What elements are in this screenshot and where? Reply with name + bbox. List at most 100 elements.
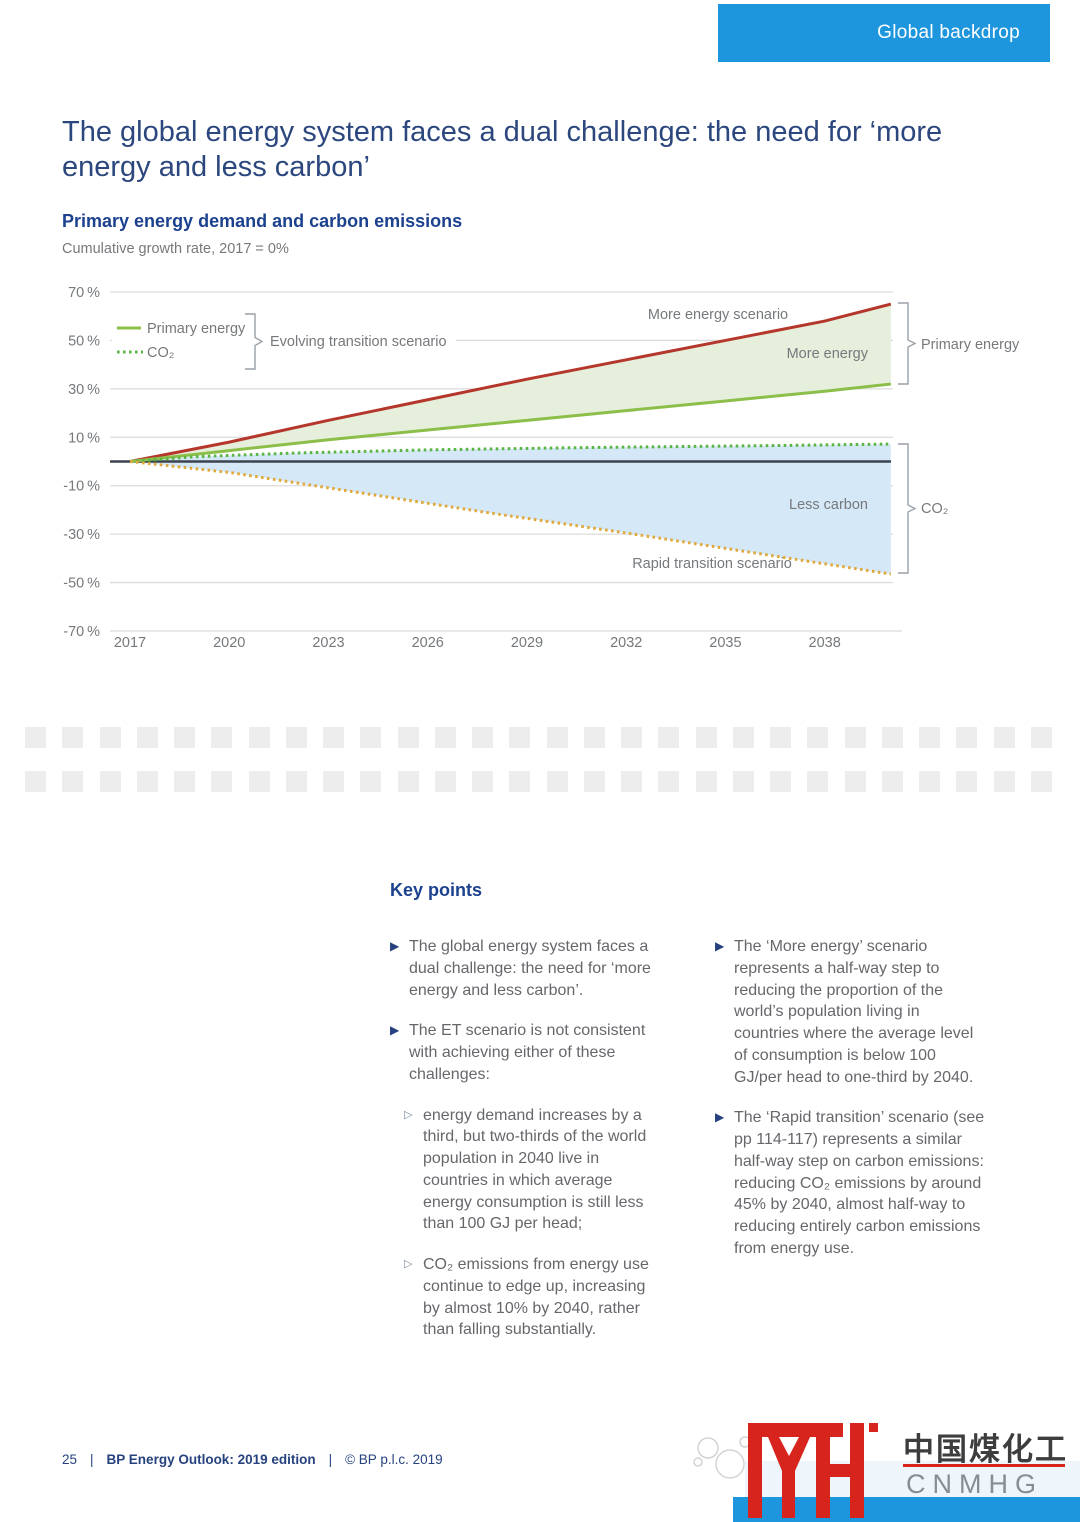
footer-report-title: BP Energy Outlook: 2019 edition bbox=[106, 1452, 316, 1467]
x-axis-tick: 2035 bbox=[709, 635, 741, 651]
decor-square bbox=[770, 727, 791, 748]
decor-square bbox=[472, 727, 493, 748]
decor-square bbox=[844, 771, 866, 792]
decor-square bbox=[211, 771, 233, 792]
watermark-bubbles-icon bbox=[693, 1436, 751, 1479]
key-point-item: ▶ The ‘Rapid transition’ scenario (see pp… bbox=[715, 1107, 987, 1259]
bracket-label-primary-energy: Primary energy bbox=[921, 337, 1020, 353]
decor-square bbox=[583, 727, 605, 748]
key-points-heading: Key points bbox=[390, 880, 483, 900]
decor-square bbox=[472, 771, 493, 792]
decor-square bbox=[807, 727, 829, 748]
logo-chinese-name: 中国煤化工 bbox=[903, 1432, 1068, 1467]
y-axis-tick: 70 % bbox=[68, 285, 100, 301]
annotation-rapid-transition: Rapid transition scenario bbox=[632, 556, 792, 572]
decor-square bbox=[211, 727, 233, 748]
decor-square bbox=[658, 771, 680, 792]
x-axis-tick: 2026 bbox=[412, 635, 444, 651]
logo-panel bbox=[745, 1461, 1080, 1503]
x-axis-tick: 2020 bbox=[213, 635, 245, 651]
decor-square bbox=[546, 727, 568, 748]
annotation-less-carbon: Less carbon bbox=[789, 497, 868, 513]
decor-square bbox=[919, 727, 940, 748]
decor-square bbox=[99, 727, 121, 748]
decor-square bbox=[136, 727, 158, 748]
chart-heading: Primary energy demand and carbon emissio… bbox=[62, 211, 463, 231]
page-title: The global energy system faces a dual ch… bbox=[62, 116, 943, 183]
key-point-item: ▶ The global energy system faces a dual c… bbox=[390, 936, 655, 1001]
decor-square bbox=[993, 727, 1015, 748]
cnmhg-logo-icon bbox=[748, 1423, 878, 1518]
decor-square bbox=[248, 727, 270, 748]
x-axis-tick: 2023 bbox=[312, 635, 344, 651]
y-axis-tick: -50 % bbox=[63, 576, 100, 592]
bracket-co2 bbox=[898, 443, 917, 574]
section-tab: Global backdrop bbox=[718, 4, 1050, 62]
annotation-more-energy: More energy bbox=[787, 346, 869, 362]
x-axis-tick: 2029 bbox=[511, 635, 543, 651]
decor-square bbox=[583, 771, 605, 792]
decor-square bbox=[695, 771, 717, 792]
decor-square bbox=[1030, 771, 1052, 792]
key-point-text: The global energy system faces a dual ch… bbox=[409, 938, 651, 999]
chart-caption: Cumulative growth rate, 2017 = 0% bbox=[62, 241, 289, 257]
y-axis-tick: 50 % bbox=[68, 333, 100, 349]
legend-bracket bbox=[245, 313, 264, 370]
decor-square bbox=[285, 727, 307, 748]
y-axis-tick: -10 % bbox=[63, 479, 100, 495]
decor-square bbox=[732, 771, 754, 792]
legend-group-label: Evolving transition scenario bbox=[270, 334, 447, 350]
decor-square bbox=[397, 727, 419, 748]
bracket-label-co2: CO₂ bbox=[921, 501, 948, 517]
series-line bbox=[129, 460, 892, 576]
decor-square bbox=[323, 771, 344, 792]
bullet-marker-icon: ▶ bbox=[390, 1023, 400, 1038]
legend-mask bbox=[112, 310, 456, 372]
key-point-text: The ET scenario is not consistent with a… bbox=[409, 1022, 646, 1083]
scenario-band bbox=[130, 444, 891, 575]
bracket-primary-energy bbox=[898, 302, 917, 385]
key-point-text: CO₂ emissions from energy use continue t… bbox=[423, 1256, 649, 1339]
decor-square bbox=[881, 727, 903, 748]
series-line bbox=[129, 442, 891, 463]
annotation-more-energy-scenario: More energy scenario bbox=[648, 307, 788, 323]
decor-square bbox=[136, 771, 158, 792]
key-point-sub-item: ▷ energy demand increases by a third, but… bbox=[404, 1105, 655, 1236]
legend-label-primary-energy: Primary energy bbox=[147, 321, 246, 337]
decor-square bbox=[248, 771, 270, 792]
decor-square bbox=[956, 727, 978, 748]
key-point-sub-item: ▷ CO₂ emissions from energy use continue … bbox=[404, 1254, 655, 1341]
decor-square bbox=[99, 771, 121, 792]
decor-square bbox=[25, 771, 46, 792]
bullet-marker-icon: ▷ bbox=[404, 1258, 413, 1270]
key-points-column-2: ▶ The ‘More energy’ scenario represents a… bbox=[715, 936, 987, 1279]
y-axis-tick: 30 % bbox=[68, 382, 100, 398]
decor-square bbox=[62, 727, 84, 748]
footer-separator: | bbox=[328, 1452, 333, 1467]
decor-square bbox=[621, 727, 642, 748]
key-points-column-1: ▶ The global energy system faces a dual c… bbox=[390, 936, 655, 1360]
decor-square bbox=[844, 727, 866, 748]
decor-square bbox=[732, 727, 754, 748]
key-point-text: energy demand increases by a third, but … bbox=[423, 1106, 647, 1233]
series-line bbox=[129, 302, 892, 463]
decor-square bbox=[658, 727, 680, 748]
bullet-marker-icon: ▶ bbox=[715, 939, 725, 953]
bullet-marker-icon: ▶ bbox=[715, 1110, 725, 1125]
decor-square bbox=[770, 771, 791, 792]
logo-underline bbox=[903, 1464, 1065, 1467]
footer-copyright: © BP p.l.c. 2019 bbox=[345, 1452, 443, 1467]
key-point-item: ▶ The ‘More energy’ scenario represents a… bbox=[715, 936, 987, 1088]
section-tab-label: Global backdrop bbox=[877, 22, 1020, 43]
key-point-item: ▶ The ET scenario is not consistent with … bbox=[390, 1020, 655, 1085]
x-axis-tick: 2017 bbox=[114, 635, 146, 651]
footer-separator: | bbox=[90, 1452, 94, 1467]
key-point-text: The ‘More energy’ scenario represents a … bbox=[734, 938, 974, 1086]
series-line bbox=[129, 382, 892, 463]
bullet-marker-icon: ▶ bbox=[390, 939, 400, 953]
y-axis-tick: 10 % bbox=[68, 430, 100, 446]
decor-square bbox=[807, 771, 829, 792]
key-point-text: The ‘Rapid transition’ scenario (see pp … bbox=[734, 1109, 985, 1257]
page-footer: 25 | BP Energy Outlook: 2019 edition | ©… bbox=[62, 1452, 443, 1467]
